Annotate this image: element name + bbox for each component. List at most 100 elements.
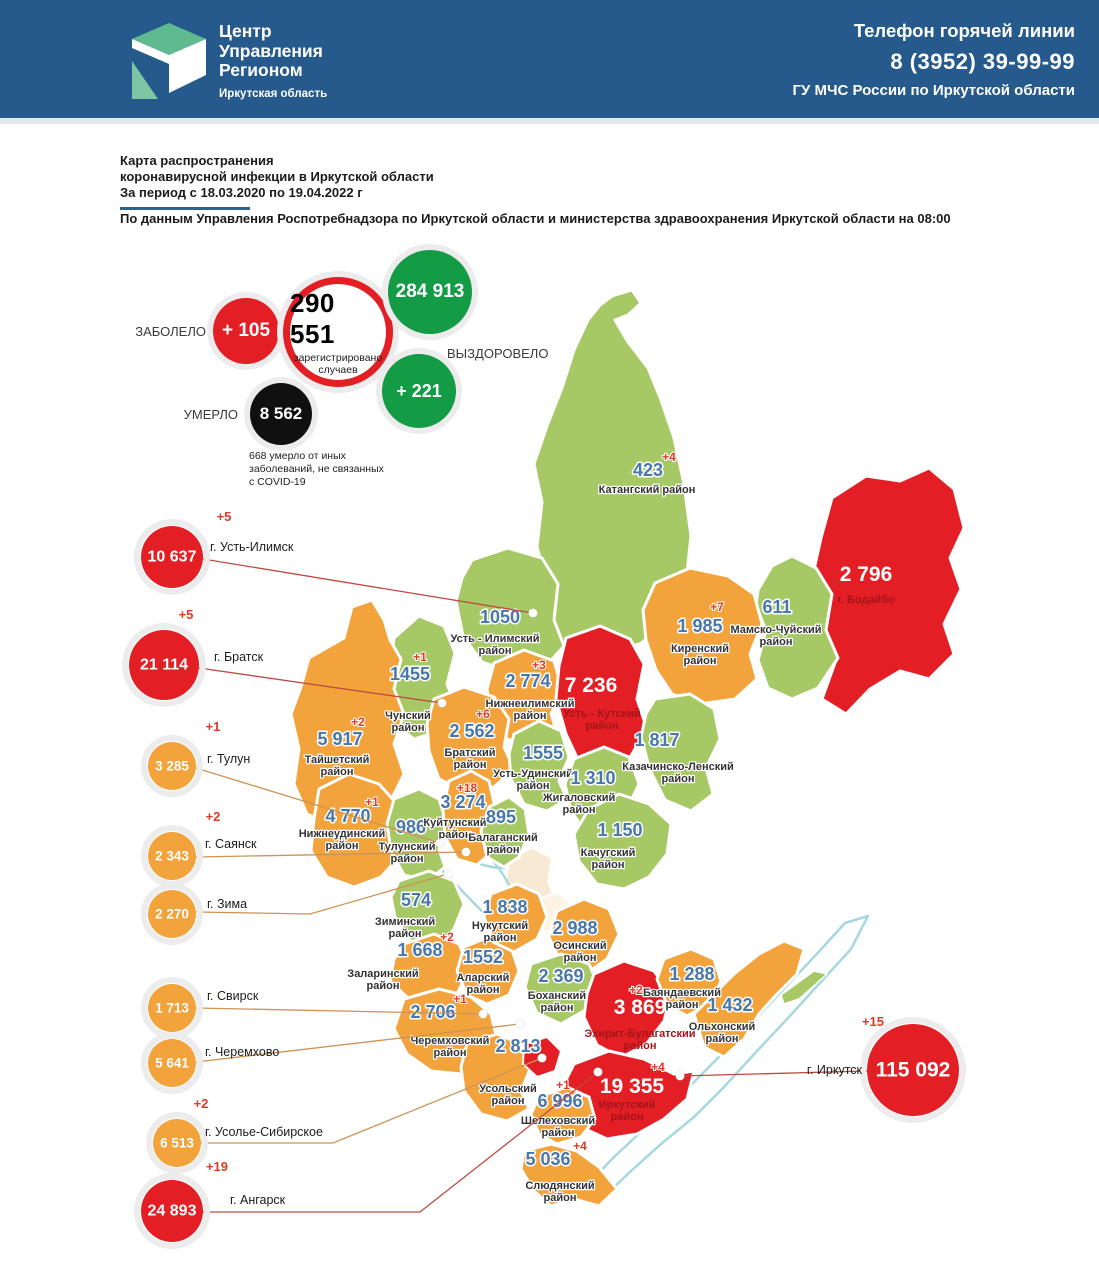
- callout-line-tulun: [195, 767, 441, 844]
- district-label-nizhneudinsky: Нижнеудинский район: [299, 828, 386, 852]
- district-label-osinsky: Осинский район: [553, 940, 606, 964]
- district-label-shelekhovsky: Шелеховский район: [521, 1115, 595, 1139]
- district-label-ust_udinsky: Усть-Удинский район: [493, 768, 573, 792]
- city-circle-halo-cheremkhovo: [141, 1032, 203, 1094]
- district-label-irkutsky: Иркутский район: [599, 1099, 656, 1123]
- callout-line-zima: [195, 873, 449, 915]
- district-taishetsky: [289, 598, 406, 829]
- district-label-zalarinsky: Заларинский район: [347, 968, 418, 992]
- org-line: Центр: [219, 21, 272, 41]
- city-circle-halo-bratsk: [122, 623, 206, 707]
- district-delta-ekhirit: +2: [629, 983, 643, 997]
- district-mamsko: [754, 554, 840, 701]
- district-label-zhigalovsky: Жигаловский район: [542, 792, 616, 816]
- city-value-irkutsk: 115 092: [876, 1059, 951, 1082]
- hotline-title: Телефон горячей линии: [853, 20, 1075, 41]
- district-label-bayandaevsky: Баяндаевский район: [643, 987, 721, 1011]
- district-kachugsky: [572, 792, 673, 891]
- district-value-alarsky: 1552: [463, 947, 503, 967]
- district-value-ziminsky: 574: [401, 890, 431, 910]
- district-value-kuitunsky: 3 274: [440, 792, 485, 812]
- city-value-angarsk: 24 893: [148, 1203, 197, 1220]
- district-ekhirit: [582, 959, 673, 1060]
- title-line1: Карта распространения: [120, 153, 274, 168]
- city-dot-usolye: [537, 1053, 547, 1063]
- city-circle-halo-irkutsk: [860, 1017, 966, 1123]
- city-dot-sayansk: [461, 847, 471, 857]
- district-value-tulunsky: 986: [396, 817, 426, 837]
- district-value-zhigalovsky: 1 310: [570, 768, 615, 788]
- district-value-kachugsky: 1 150: [597, 820, 642, 840]
- district-olkhonsky: [692, 939, 806, 1059]
- callout-line-bratsk: [198, 667, 443, 704]
- city-label-sayansk: г. Саянск: [205, 837, 257, 851]
- district-label-slyudyansky: Слюдянский район: [525, 1180, 594, 1204]
- city-dot-svirsk: [478, 1009, 488, 1019]
- district-delta-chunsky: +1: [413, 650, 427, 664]
- callout-line-cheremkhovo: [195, 1023, 521, 1063]
- district-label-mamsko: Мамско-Чуйский район: [730, 624, 821, 648]
- district-nizhneudinsky: [309, 772, 401, 889]
- city-value-sayansk: 2 343: [155, 849, 189, 864]
- died-circle: 8 562: [250, 383, 312, 445]
- total-caption: зарегистрировано случаев: [293, 352, 383, 376]
- sick-label: ЗАБОЛЕЛО: [135, 324, 206, 339]
- hotline-phone: 8 (3952) 39-99-99: [890, 49, 1075, 74]
- district-value-bodaibo: 2 796: [840, 563, 893, 586]
- city-circle-irkutsk: [867, 1024, 959, 1116]
- city-circle-ust_ilimsk: [141, 526, 203, 588]
- callout-line-svirsk: [195, 1007, 484, 1015]
- title-line3: За период с 18.03.2020 по 19.04.2022 г: [120, 185, 363, 200]
- recovered-delta: + 221: [396, 380, 442, 401]
- city-dot-zima: [443, 869, 453, 879]
- district-slyudyansky: [519, 1142, 619, 1208]
- district-delta-nizhneudinsky: +1: [365, 795, 379, 809]
- district-kazachinsko: [639, 692, 722, 813]
- district-value-ekhirit: 3 869: [614, 996, 667, 1019]
- died-label: УМЕРЛО: [183, 407, 238, 422]
- district-delta-taishetsky: +2: [351, 715, 365, 729]
- cur-logo-icon: [132, 23, 206, 99]
- district-label-alarsky: Аларский район: [457, 972, 510, 996]
- district-label-kachugsky: Качугский район: [581, 847, 636, 871]
- city-delta-angarsk: +19: [206, 1159, 228, 1174]
- district-usolsky: [459, 1032, 533, 1123]
- district-value-usolsky: 2 813: [495, 1036, 540, 1056]
- city-label-angarsk: г. Ангарск: [230, 1193, 286, 1207]
- district-label-ust_ilimsky: Усть - Илимский район: [451, 633, 540, 657]
- died-value: 8 562: [259, 404, 303, 423]
- city-label-zima: г. Зима: [207, 897, 247, 911]
- district-value-kazachinsko: 1 817: [634, 730, 679, 750]
- district-label-kirensky: Киренский район: [671, 643, 729, 667]
- callout-line-angarsk: [203, 1071, 599, 1213]
- city-label-usolye: г. Усолье-Сибирское: [205, 1125, 323, 1139]
- district-label-tulunsky: Тулунский район: [378, 841, 435, 865]
- city-label-bratsk: г. Братск: [214, 650, 264, 664]
- district-label-bokhansky: Боханский район: [528, 990, 586, 1014]
- city-circle-halo-ust_ilimsk: [134, 519, 210, 595]
- district-label-usolsky: Усольский район: [479, 1083, 537, 1107]
- city-delta-tulun: +1: [206, 719, 221, 734]
- hotline-org: ГУ МЧС России по Иркутской области: [792, 82, 1075, 99]
- district-delta-zalarinsky: +2: [440, 930, 454, 944]
- city-delta-sayansk: +2: [206, 809, 221, 824]
- city-value-tulun: 3 285: [155, 759, 189, 774]
- district-delta-bratsky: +6: [476, 707, 490, 721]
- district-kirensky: [641, 566, 764, 706]
- callout-line-usolye: [201, 1057, 543, 1144]
- city-value-usolye: 6 513: [160, 1136, 194, 1151]
- recovered-label: ВЫЗДОРОВЕЛО: [447, 346, 549, 361]
- city-dot-bratsk: [437, 698, 447, 708]
- city-circle-zima: [148, 890, 196, 938]
- city-delta-irkutsk: +15: [862, 1014, 884, 1029]
- city-circle-halo-tulun: [141, 735, 203, 797]
- district-label-ekhirit: Эхирит-Булагатский район: [584, 1028, 695, 1052]
- district-value-balagansky: 895: [486, 807, 516, 827]
- org-line: Управления: [219, 40, 323, 61]
- district-tulunsky: [385, 787, 449, 883]
- city-circle-angarsk: [141, 1180, 203, 1242]
- city-circle-cheremkhovo: [148, 1039, 196, 1087]
- district-value-nizhneudinsky: 4 770: [325, 806, 370, 826]
